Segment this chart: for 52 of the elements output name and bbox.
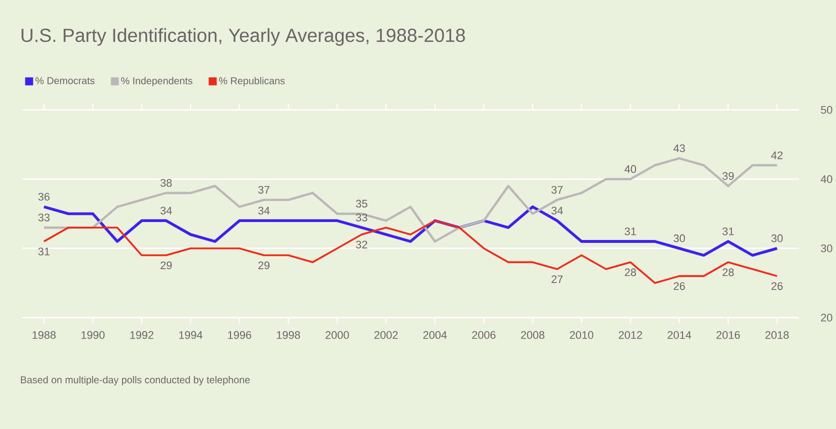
x-tick-label: 2010 xyxy=(570,330,594,339)
x-tick-label: 1992 xyxy=(130,330,154,339)
data-label: 39 xyxy=(722,172,734,180)
y-tick-label: 30 xyxy=(820,244,832,252)
x-tick-label: 2014 xyxy=(668,330,692,339)
y-tick-label: 40 xyxy=(820,175,832,183)
x-tick-label: 2018 xyxy=(765,330,789,339)
data-label: 37 xyxy=(258,186,270,194)
x-tick-label: 2016 xyxy=(716,330,740,339)
data-label: 30 xyxy=(674,234,685,242)
data-label: 26 xyxy=(771,282,783,290)
x-tick-label: 2002 xyxy=(374,330,398,339)
text: Based on multiple-day polls conducted by telephone xyxy=(20,376,250,386)
data-label: 28 xyxy=(722,268,734,276)
data-label: 29 xyxy=(160,261,172,269)
data-label: 36 xyxy=(38,192,50,200)
x-tick-label: 2000 xyxy=(326,330,349,339)
y-tick-label: 50 xyxy=(820,106,832,114)
data-label: 26 xyxy=(674,282,685,290)
legend-label: % Republicans xyxy=(219,76,285,86)
data-label: 33 xyxy=(38,213,50,222)
data-label: 31 xyxy=(722,227,734,236)
data-label: 31 xyxy=(624,227,636,236)
data-label: 43 xyxy=(673,144,685,152)
data-label: 33 xyxy=(356,213,368,222)
legend-label: % Independents xyxy=(121,76,192,86)
data-label: 35 xyxy=(356,200,368,208)
data-label: 28 xyxy=(624,268,636,276)
y-tick-label: 20 xyxy=(821,314,832,322)
data-label: 34 xyxy=(551,206,563,214)
data-label: 34 xyxy=(258,206,270,214)
data-label: 32 xyxy=(356,240,368,248)
data-label: 31 xyxy=(38,247,50,256)
data-label: 37 xyxy=(551,186,563,194)
x-tick-label: 1990 xyxy=(81,330,105,339)
x-tick-label: 2008 xyxy=(521,330,544,339)
x-tick-label: 1994 xyxy=(179,330,202,339)
x-tick-label: 1996 xyxy=(228,330,252,339)
data-label: 29 xyxy=(258,261,270,269)
data-label: 42 xyxy=(771,151,783,159)
x-tick-label: 1988 xyxy=(32,330,56,339)
x-tick-label: 2004 xyxy=(423,330,447,339)
data-label: 34 xyxy=(160,206,172,214)
x-tick-label: 1998 xyxy=(276,330,300,339)
data-label: 27 xyxy=(552,275,563,283)
x-tick-label: 2006 xyxy=(472,330,496,339)
x-tick-label: 2012 xyxy=(618,330,642,339)
legend-label: % Democrats xyxy=(36,76,94,84)
data-label: 38 xyxy=(160,178,172,187)
data-label: 30 xyxy=(771,234,783,242)
chart-title: U.S. Party Identification, Yearly Averages, 1988-2018 xyxy=(22,28,465,46)
data-label: 40 xyxy=(624,164,636,173)
